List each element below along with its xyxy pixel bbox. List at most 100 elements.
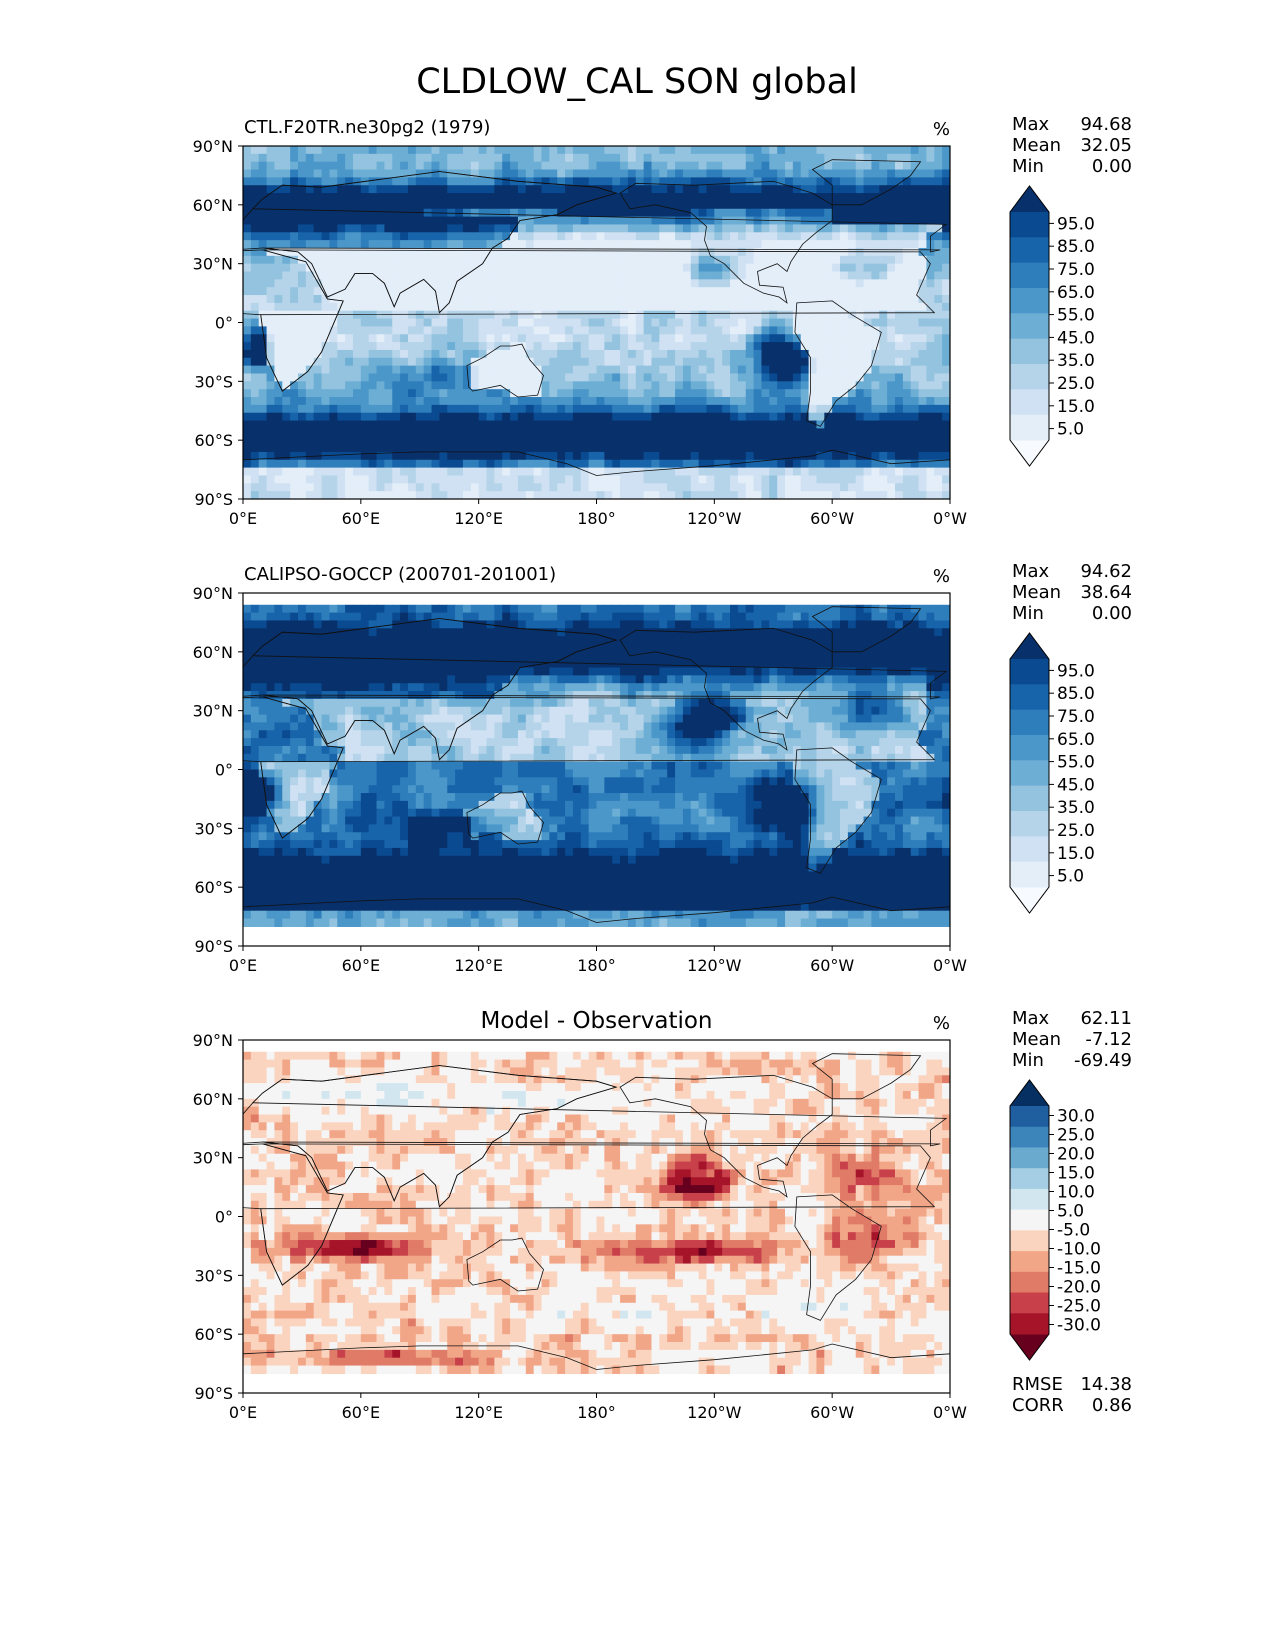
heatmap-cell xyxy=(596,491,605,499)
heatmap-cell xyxy=(761,240,770,249)
heatmap-cell xyxy=(321,255,331,265)
heatmap-cell xyxy=(832,169,841,178)
heatmap-cell xyxy=(840,659,849,669)
heatmap-cell xyxy=(470,255,480,265)
heatmap-cell xyxy=(942,177,950,186)
heatmap-cell xyxy=(541,667,550,676)
heatmap-cell xyxy=(337,436,346,445)
heatmap-cell xyxy=(832,326,841,335)
heatmap-cell xyxy=(274,604,283,614)
heatmap-cell xyxy=(588,193,598,202)
heatmap-cell xyxy=(651,216,660,226)
heatmap-cell xyxy=(243,365,252,375)
heatmap-cell xyxy=(675,146,684,155)
heatmap-cell xyxy=(541,271,550,280)
heatmap-cell xyxy=(659,381,668,390)
heatmap-cell xyxy=(659,628,668,637)
heatmap-cell xyxy=(895,271,904,280)
heatmap-cell xyxy=(517,612,527,622)
heatmap-cell xyxy=(651,161,660,171)
heatmap-cell xyxy=(627,169,637,178)
heatmap-cell xyxy=(580,208,590,218)
heatmap-cell xyxy=(274,389,283,398)
heatmap-cell xyxy=(895,146,904,155)
heatmap-cell xyxy=(290,334,299,343)
heatmap-cell xyxy=(368,389,378,398)
heatmap-cell xyxy=(588,342,598,351)
heatmap-cell xyxy=(447,349,456,359)
heatmap-cell xyxy=(627,420,637,429)
heatmap-cell xyxy=(682,310,692,320)
heatmap-cell xyxy=(572,491,582,499)
heatmap-cell xyxy=(431,451,440,461)
heatmap-cell xyxy=(478,224,488,233)
heatmap-cell xyxy=(274,263,283,273)
heatmap-cell xyxy=(769,483,778,492)
heatmap-cell xyxy=(926,310,935,320)
heatmap-cell xyxy=(572,193,582,202)
heatmap-cell xyxy=(494,475,503,484)
heatmap-cell xyxy=(596,612,605,622)
heatmap-cell xyxy=(533,483,543,492)
heatmap-cell xyxy=(785,334,794,343)
heatmap-cell xyxy=(565,326,574,335)
heatmap-cell xyxy=(250,161,260,171)
heatmap-cell xyxy=(682,404,692,414)
heatmap-cell xyxy=(800,373,810,382)
heatmap-cell xyxy=(926,436,935,445)
heatmap-cell xyxy=(274,169,283,178)
heatmap-cell xyxy=(643,193,653,202)
heatmap-cell xyxy=(643,381,653,390)
heatmap-cell xyxy=(792,397,802,406)
heatmap-cell xyxy=(604,389,613,398)
heatmap-cell xyxy=(902,318,912,328)
heatmap-cell xyxy=(368,451,378,461)
heatmap-cell xyxy=(855,651,865,661)
heatmap-cell xyxy=(682,436,692,445)
heatmap-cell xyxy=(620,161,629,171)
heatmap-cell xyxy=(910,365,920,375)
heatmap-cell xyxy=(258,436,268,445)
heatmap-cell xyxy=(266,389,276,398)
heatmap-cell xyxy=(902,279,912,288)
heatmap-cell xyxy=(761,185,770,194)
heatmap-cell xyxy=(808,620,818,629)
heatmap-cell xyxy=(439,271,448,280)
heatmap-cell xyxy=(643,428,653,437)
heatmap-cell xyxy=(360,381,370,390)
heatmap-cell xyxy=(510,208,519,218)
heatmap-cell xyxy=(297,483,307,492)
heatmap-cell xyxy=(305,271,315,280)
heatmap-cell xyxy=(368,604,378,614)
heatmap-cell xyxy=(478,302,488,312)
heatmap-cell xyxy=(478,451,488,461)
heatmap-cell xyxy=(863,404,873,414)
heatmap-cell xyxy=(243,146,252,155)
heatmap-cell xyxy=(832,216,841,226)
heatmap-cell xyxy=(824,491,833,499)
heatmap-cell xyxy=(808,302,818,312)
heatmap-cell xyxy=(274,185,283,194)
heatmap-cell xyxy=(635,651,645,661)
heatmap-cell xyxy=(942,636,950,645)
heatmap-cell xyxy=(447,612,456,622)
heatmap-cell xyxy=(384,232,393,241)
heatmap-cell xyxy=(635,287,645,296)
heatmap-cell xyxy=(557,146,566,155)
heatmap-cell xyxy=(753,232,763,241)
heatmap-cell xyxy=(486,146,495,155)
heatmap-cell xyxy=(785,169,794,178)
heatmap-cell xyxy=(274,636,283,645)
heatmap-cell xyxy=(816,318,825,328)
heatmap-cell xyxy=(895,169,904,178)
heatmap-cell xyxy=(745,659,755,669)
heatmap-cell xyxy=(580,659,590,669)
heatmap-cell xyxy=(596,389,605,398)
heatmap-cell xyxy=(486,404,495,414)
heatmap-cell xyxy=(305,193,315,202)
heatmap-cell xyxy=(486,185,495,194)
heatmap-cell xyxy=(321,404,331,414)
heatmap-cell xyxy=(753,349,763,359)
heatmap-cell xyxy=(769,444,778,453)
heatmap-cell xyxy=(871,659,880,669)
